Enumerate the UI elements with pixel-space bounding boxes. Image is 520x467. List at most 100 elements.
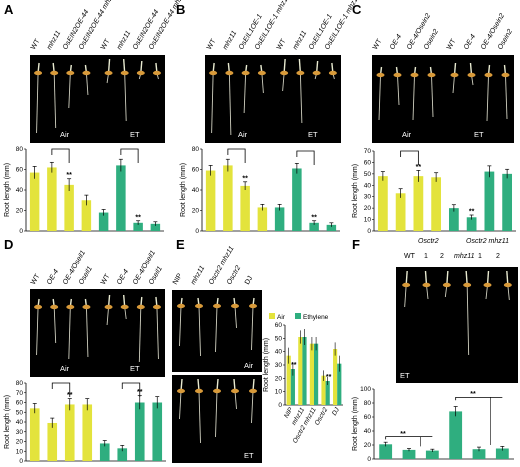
root (251, 390, 254, 424)
y-tick-label: 40 (16, 419, 24, 426)
y-tick-label: 80 (16, 146, 24, 153)
lane-label: WT (99, 38, 112, 51)
y-axis-label: Root length (mm) (352, 397, 359, 451)
root (36, 306, 39, 356)
root (282, 72, 285, 92)
seed (225, 70, 234, 76)
seed (402, 282, 411, 288)
bar (495, 448, 509, 459)
comparison-bracket (385, 436, 433, 440)
y-axis-label: Root length (mm) (4, 163, 11, 217)
lane-label: Oseil1 (77, 265, 94, 286)
seed (249, 303, 257, 309)
shoot (506, 270, 509, 286)
y-tick-label: 0 (367, 456, 371, 463)
bar (133, 222, 143, 231)
x-tick-label: DJ (331, 406, 341, 417)
lane-label: OE-4 (115, 268, 131, 286)
seed (50, 304, 59, 310)
y-tick-label: 20 (275, 375, 283, 382)
seed (136, 304, 145, 310)
lane-label: Osctr2 (225, 264, 243, 286)
comparison-bracket (51, 148, 70, 163)
comparison-bracket (121, 382, 141, 397)
seed (66, 70, 75, 76)
bar (117, 448, 128, 461)
seedling-photo (205, 55, 341, 143)
root (215, 390, 218, 438)
lane-label: NIP (171, 272, 184, 286)
seed (422, 282, 431, 288)
seed (152, 70, 161, 76)
bar (64, 184, 74, 231)
seed (483, 282, 492, 288)
seed (427, 72, 436, 78)
bar (321, 375, 326, 405)
group-label-air: Air (60, 364, 70, 373)
seed (82, 70, 91, 76)
root (228, 72, 232, 136)
lane-label: WT (371, 38, 384, 51)
root (404, 284, 407, 308)
root (486, 74, 489, 122)
seedling-photo (396, 267, 518, 383)
seed (213, 303, 221, 309)
shoot (405, 270, 408, 286)
photo-label-et: ET (400, 371, 410, 380)
group-label-et: ET (130, 130, 140, 139)
root (198, 390, 201, 444)
lane-label: OE-4 (45, 268, 61, 286)
y-tick-label: 0 (367, 228, 371, 235)
root (85, 306, 89, 358)
y-tick-label: 60 (275, 322, 283, 329)
y-tick-label: 60 (16, 167, 24, 174)
bar (29, 408, 40, 461)
lane-label: WT (445, 38, 458, 51)
lane-label: OE-4 (462, 33, 478, 51)
lane-label: 2 (440, 253, 444, 260)
bar (302, 337, 307, 405)
y-tick-label: 40 (16, 187, 24, 194)
bar (29, 172, 40, 231)
seed (296, 70, 305, 76)
root (85, 72, 89, 96)
root (106, 306, 110, 326)
shoot (465, 270, 468, 286)
seedling-photo (30, 55, 165, 143)
root (397, 74, 400, 106)
y-tick-label: 10 (16, 448, 24, 455)
root (211, 72, 214, 134)
group-label-air: Air (402, 130, 412, 139)
y-tick-label: 30 (275, 362, 283, 369)
lane-label: WT (29, 273, 42, 286)
panel-a: A 0 20 40 60 80 Root length (mm) ** ** WT mhz11 O… (0, 0, 188, 235)
seed (257, 70, 266, 76)
seed (177, 303, 185, 309)
lane-label: mhz11 (291, 29, 309, 51)
seed (82, 304, 91, 310)
root (215, 305, 218, 353)
group-label-air: Air (238, 130, 248, 139)
bar (325, 381, 330, 405)
seedling-photo (30, 289, 165, 377)
lane-label: mhz11 (115, 29, 133, 51)
y-tick-label: 70 (16, 390, 24, 397)
bar (402, 449, 416, 459)
shoot (424, 270, 428, 286)
y-tick-label: 10 (275, 389, 283, 396)
seed (249, 388, 257, 394)
bar (134, 402, 145, 461)
legend-label: Ethylene (303, 314, 329, 321)
y-tick-label: 20 (192, 208, 200, 215)
root (179, 305, 182, 347)
lane-label: Osein2 (496, 28, 515, 51)
photo-label-air: Air (244, 361, 254, 370)
comparison-bracket (400, 150, 419, 165)
root (378, 74, 381, 121)
significance-label: ** (326, 374, 332, 381)
bar (326, 224, 337, 231)
y-tick-label: 50 (16, 409, 24, 416)
y-tick-label: 70 (364, 148, 372, 155)
bar (314, 343, 319, 405)
root (68, 72, 71, 109)
